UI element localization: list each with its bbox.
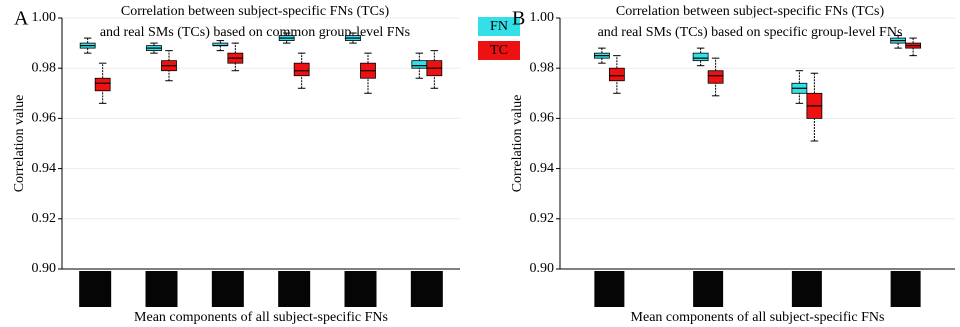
chart-title: Correlation between subject-specific FNs… bbox=[616, 4, 885, 19]
box bbox=[693, 53, 708, 61]
legend-label: TC bbox=[490, 43, 508, 58]
panel-label: A bbox=[14, 8, 29, 30]
y-tick-label: 0.98 bbox=[32, 60, 57, 75]
y-tick-label: 0.94 bbox=[32, 161, 57, 176]
legend-label: FN bbox=[490, 19, 508, 34]
component-thumbnail bbox=[278, 271, 310, 307]
y-tick-label: 0.92 bbox=[32, 211, 57, 226]
component-thumbnail bbox=[212, 271, 244, 307]
component-thumbnail bbox=[792, 271, 822, 307]
chart-title: and real SMs (TCs) based on common group… bbox=[100, 25, 410, 40]
chart-title: and real SMs (TCs) based on specific gro… bbox=[598, 25, 903, 40]
y-axis-label: Correlation value bbox=[510, 95, 525, 193]
component-thumbnail bbox=[79, 271, 111, 307]
component-thumbnail bbox=[146, 271, 178, 307]
box bbox=[294, 63, 309, 76]
y-tick-label: 0.94 bbox=[530, 161, 555, 176]
box bbox=[708, 71, 723, 84]
x-axis-label: Mean components of all subject-specific … bbox=[631, 310, 885, 325]
y-tick-label: 1.00 bbox=[530, 10, 555, 25]
y-axis-label: Correlation value bbox=[12, 95, 27, 193]
component-thumbnail bbox=[411, 271, 443, 307]
y-tick-label: 0.96 bbox=[530, 111, 555, 126]
box bbox=[412, 61, 427, 69]
y-tick-label: 0.96 bbox=[32, 111, 57, 126]
y-tick-label: 1.00 bbox=[32, 10, 57, 25]
box bbox=[95, 78, 110, 91]
component-thumbnail bbox=[891, 271, 921, 307]
x-axis-label: Mean components of all subject-specific … bbox=[134, 310, 388, 325]
component-thumbnail bbox=[345, 271, 377, 307]
component-thumbnail bbox=[594, 271, 624, 307]
figure: A Correlation between subject-specific FN… bbox=[0, 0, 960, 327]
y-tick-label: 0.90 bbox=[530, 261, 555, 276]
y-tick-label: 0.92 bbox=[530, 211, 555, 226]
y-tick-label: 0.90 bbox=[32, 261, 57, 276]
component-thumbnail bbox=[693, 271, 723, 307]
y-tick-label: 0.98 bbox=[530, 60, 555, 75]
chart-title: Correlation between subject-specific FNs… bbox=[121, 4, 390, 19]
box bbox=[609, 68, 624, 81]
panel-label: B bbox=[512, 8, 525, 30]
